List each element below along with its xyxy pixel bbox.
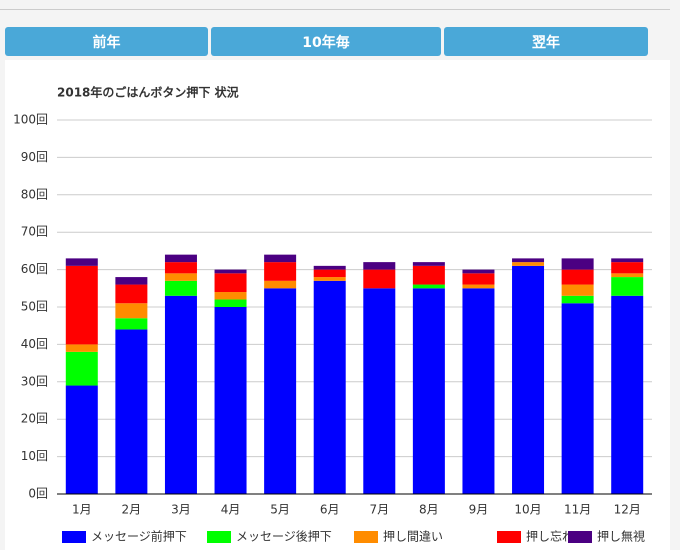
y-tick-label: 40回	[21, 337, 48, 351]
bar-segment	[264, 280, 297, 289]
bar-segment	[512, 258, 545, 263]
x-tick-label: 9月	[469, 503, 489, 517]
x-tick-label: 5月	[270, 503, 290, 517]
bar-segment	[115, 277, 148, 285]
y-tick-label: 60回	[21, 262, 48, 276]
bar-segment	[164, 295, 197, 494]
bar-segment	[412, 262, 445, 266]
bar-segment	[412, 288, 445, 494]
prev-year-button[interactable]: 前年	[5, 27, 208, 56]
bar-segment	[561, 295, 594, 304]
legend-swatch	[568, 531, 592, 543]
x-tick-label: 1月	[72, 503, 92, 517]
chart-title: 2018年のごはんボタン押下 状況	[57, 85, 239, 100]
legend-label: 押し無視	[597, 529, 645, 544]
bar-segment	[512, 265, 545, 494]
bar-segment	[214, 307, 247, 494]
bar-segment	[264, 262, 297, 281]
bar-segment	[611, 277, 644, 296]
x-tick-label: 10月	[514, 503, 541, 517]
bar-segment	[264, 254, 297, 263]
y-tick-label: 90回	[21, 150, 48, 164]
bar-segment	[512, 262, 545, 266]
x-tick-label: 2月	[122, 503, 142, 517]
legend-label: 押し忘れ	[526, 529, 574, 544]
decade-button[interactable]: 10年毎	[211, 27, 441, 56]
bar-segment	[611, 262, 644, 274]
legend-swatch	[497, 531, 521, 543]
legend-swatch	[207, 531, 231, 543]
bar-segment	[363, 262, 396, 270]
x-tick-label: 3月	[171, 503, 191, 517]
bar-segment	[65, 258, 98, 266]
bar-segment	[363, 288, 396, 494]
bar-segment	[462, 269, 495, 274]
x-tick-label: 6月	[320, 503, 340, 517]
y-tick-label: 100回	[13, 113, 48, 127]
y-tick-label: 0回	[28, 487, 48, 501]
bar-segment	[214, 292, 247, 300]
bar-segment	[561, 284, 594, 296]
y-tick-label: 50回	[21, 300, 48, 314]
bar-segment	[65, 265, 98, 345]
y-tick-label: 20回	[21, 412, 48, 426]
bar-segment	[115, 329, 148, 494]
y-tick-label: 30回	[21, 374, 48, 388]
bar-segment	[412, 284, 445, 289]
legend-swatch	[354, 531, 378, 543]
legend-swatch	[62, 531, 86, 543]
x-tick-label: 12月	[614, 503, 641, 517]
bar-segment	[462, 284, 495, 289]
y-tick-label: 80回	[21, 187, 48, 201]
bar-segment	[462, 273, 495, 285]
bar-segment	[214, 273, 247, 293]
bar-segment	[164, 262, 197, 274]
bar-segment	[561, 269, 594, 285]
bar-segment	[561, 258, 594, 270]
x-tick-label: 8月	[419, 503, 439, 517]
bar-segment	[313, 269, 346, 278]
bar-segment	[164, 254, 197, 263]
bar-segment	[115, 318, 148, 330]
next-year-button[interactable]: 翌年	[444, 27, 648, 56]
bar-segment	[313, 277, 346, 281]
x-tick-label: 11月	[564, 503, 591, 517]
chart: 2018年のごはんボタン押下 状況 0回 10回 20回 30回 40回 50回 60回 70…	[5, 60, 670, 550]
bar-segment	[313, 280, 346, 494]
y-tick-label: 70回	[21, 225, 48, 239]
bar-segment	[115, 284, 148, 304]
legend-label: メッセージ前押下	[91, 529, 187, 544]
bar-segment	[611, 295, 644, 494]
bar-segment	[363, 269, 396, 289]
bar-segment	[164, 280, 197, 296]
divider	[0, 9, 670, 10]
bar-segment	[412, 265, 445, 285]
bar-segment	[462, 288, 495, 494]
x-tick-label: 7月	[369, 503, 389, 517]
bar-segment	[611, 273, 644, 278]
legend-label: メッセージ後押下	[236, 530, 332, 544]
bar-segment	[313, 265, 346, 270]
bar-segment	[164, 273, 197, 281]
y-tick-label: 10回	[21, 449, 48, 463]
bar-segment	[561, 303, 594, 494]
bar-segment	[65, 351, 98, 386]
bar-segment	[65, 344, 98, 352]
bar-segment	[214, 299, 247, 307]
bar-segment	[214, 269, 247, 274]
bar-segment	[264, 288, 297, 494]
bar-segment	[611, 258, 644, 263]
legend-label: 押し間違い	[383, 530, 443, 544]
x-tick-label: 4月	[221, 503, 241, 517]
bar-segment	[115, 303, 148, 319]
bar-segment	[65, 385, 98, 494]
